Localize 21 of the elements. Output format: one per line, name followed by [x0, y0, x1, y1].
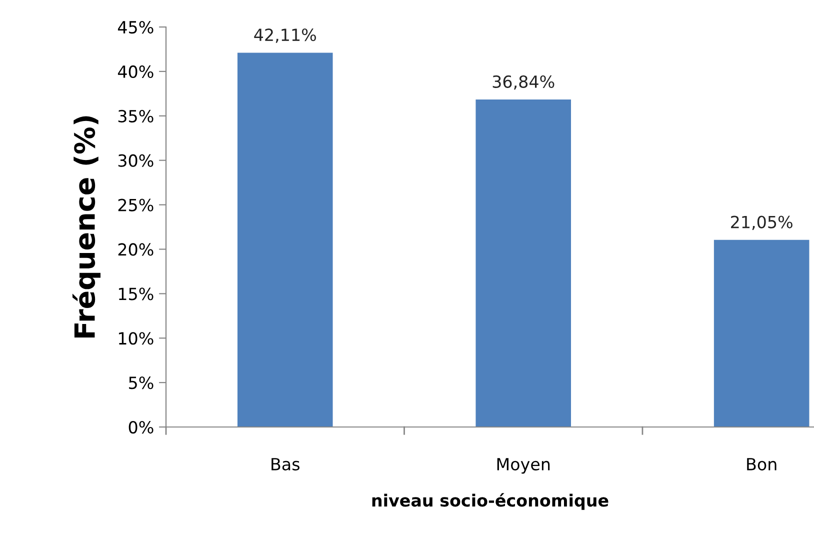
bar	[476, 100, 571, 427]
x-tick-label: Bon	[747, 458, 776, 470]
y-tick-label: 0%	[128, 420, 154, 434]
data-label: 36,84%	[492, 75, 554, 90]
y-tick-label: 45%	[118, 20, 154, 34]
y-tick-label: 35%	[118, 110, 154, 122]
x-tick-label: Bas	[272, 458, 300, 470]
x-axis-title: niveau socio-économique	[372, 493, 608, 510]
y-tick-label: 40%	[118, 65, 154, 78]
y-axis-title: Fréquence (%)	[72, 116, 100, 338]
y-tick-label: 25%	[118, 198, 154, 212]
y-tick-label: 15%	[118, 288, 154, 300]
y-tick-label: 30%	[118, 154, 154, 167]
data-label: 21,05%	[731, 216, 792, 230]
y-tick-label: 10%	[118, 332, 154, 345]
bar	[714, 240, 810, 427]
x-tick-label: Moyen	[497, 458, 550, 474]
bar	[237, 52, 333, 427]
y-tick-label: 20%	[118, 243, 154, 256]
data-label: 42,11%	[254, 28, 316, 43]
y-tick-label: 5%	[129, 376, 154, 390]
